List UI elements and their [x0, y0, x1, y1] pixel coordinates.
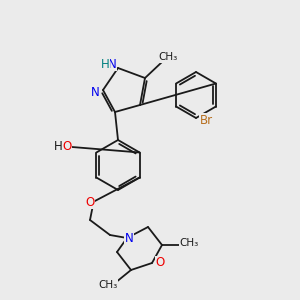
Text: CH₃: CH₃: [158, 52, 178, 62]
Text: N: N: [108, 58, 116, 70]
Text: H: H: [100, 58, 109, 70]
Text: N: N: [91, 85, 99, 98]
Text: CH₃: CH₃: [179, 238, 199, 248]
Text: O: O: [155, 256, 165, 269]
Text: H: H: [54, 140, 62, 152]
Text: O: O: [85, 196, 94, 208]
Text: N: N: [124, 232, 134, 244]
Text: Br: Br: [200, 113, 213, 127]
Text: O: O: [62, 140, 72, 152]
Text: CH₃: CH₃: [98, 280, 118, 290]
